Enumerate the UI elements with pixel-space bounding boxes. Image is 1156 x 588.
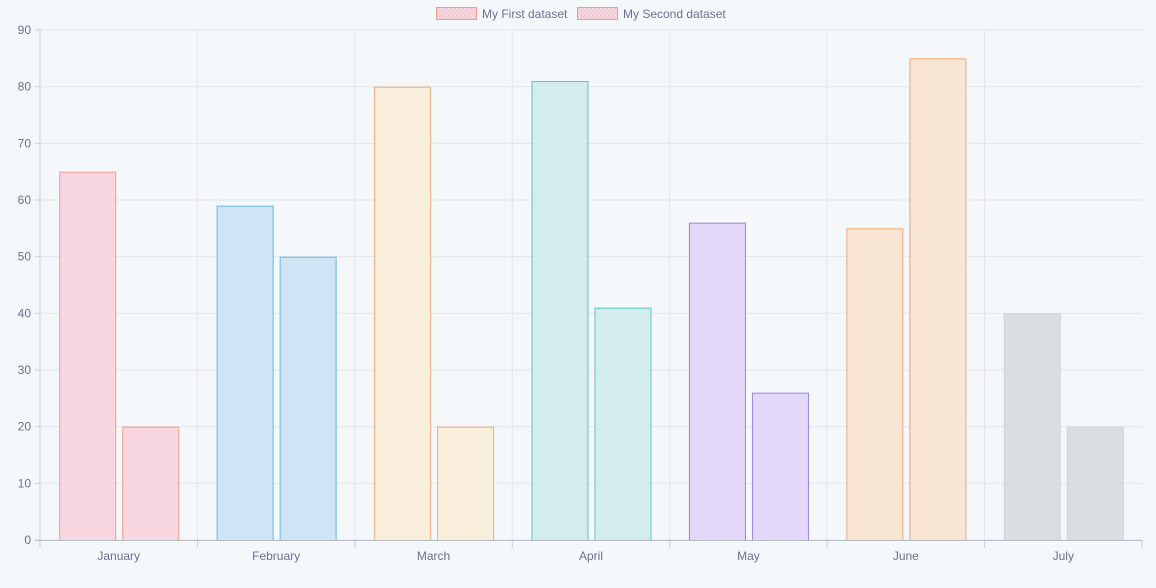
legend[interactable]: My First dataset My Second dataset — [436, 7, 727, 21]
bar-second-june — [909, 58, 967, 541]
legend-label-first: My First dataset — [482, 7, 568, 21]
x-tick-label: May — [737, 549, 760, 563]
axes: 0 10 20 30 40 50 60 70 80 90 January February March A… — [18, 23, 1143, 563]
grid-lines — [40, 29, 1142, 541]
y-tick-label: 20 — [18, 420, 32, 434]
y-tick-label: 0 — [24, 533, 31, 547]
bar-second-may — [751, 392, 809, 541]
x-tick-label: July — [1053, 549, 1074, 563]
y-tick-label: 50 — [18, 250, 32, 264]
x-tick-label: March — [417, 549, 450, 563]
y-tick-label: 70 — [18, 136, 32, 150]
x-tick-label: April — [579, 549, 603, 563]
y-tick-label: 60 — [18, 193, 32, 207]
y-tick-label: 10 — [18, 476, 32, 490]
x-tick-label: January — [97, 549, 140, 563]
bar-second-july — [1066, 426, 1124, 541]
x-tick-label: February — [252, 549, 300, 563]
bar-first-april — [531, 81, 589, 541]
y-tick-label: 30 — [18, 363, 32, 377]
bar-first-june — [846, 228, 904, 541]
bar-first-january — [59, 171, 117, 542]
bar-first-may — [688, 222, 746, 542]
bars — [59, 58, 1124, 542]
y-tick-label: 40 — [18, 306, 32, 320]
bar-second-january — [122, 426, 180, 541]
bar-first-july — [1003, 313, 1061, 542]
bar-first-february — [216, 205, 274, 542]
legend-swatch-first — [436, 7, 477, 20]
bar-second-march — [437, 426, 495, 541]
y-tick-label: 80 — [18, 80, 32, 94]
legend-swatch-second — [577, 7, 618, 20]
bar-first-march — [374, 86, 432, 542]
legend-label-second: My Second dataset — [623, 7, 726, 21]
y-tick-label: 90 — [18, 23, 32, 37]
bar-second-april — [594, 307, 652, 541]
x-tick-label: June — [893, 549, 919, 563]
bar-second-february — [279, 256, 337, 541]
